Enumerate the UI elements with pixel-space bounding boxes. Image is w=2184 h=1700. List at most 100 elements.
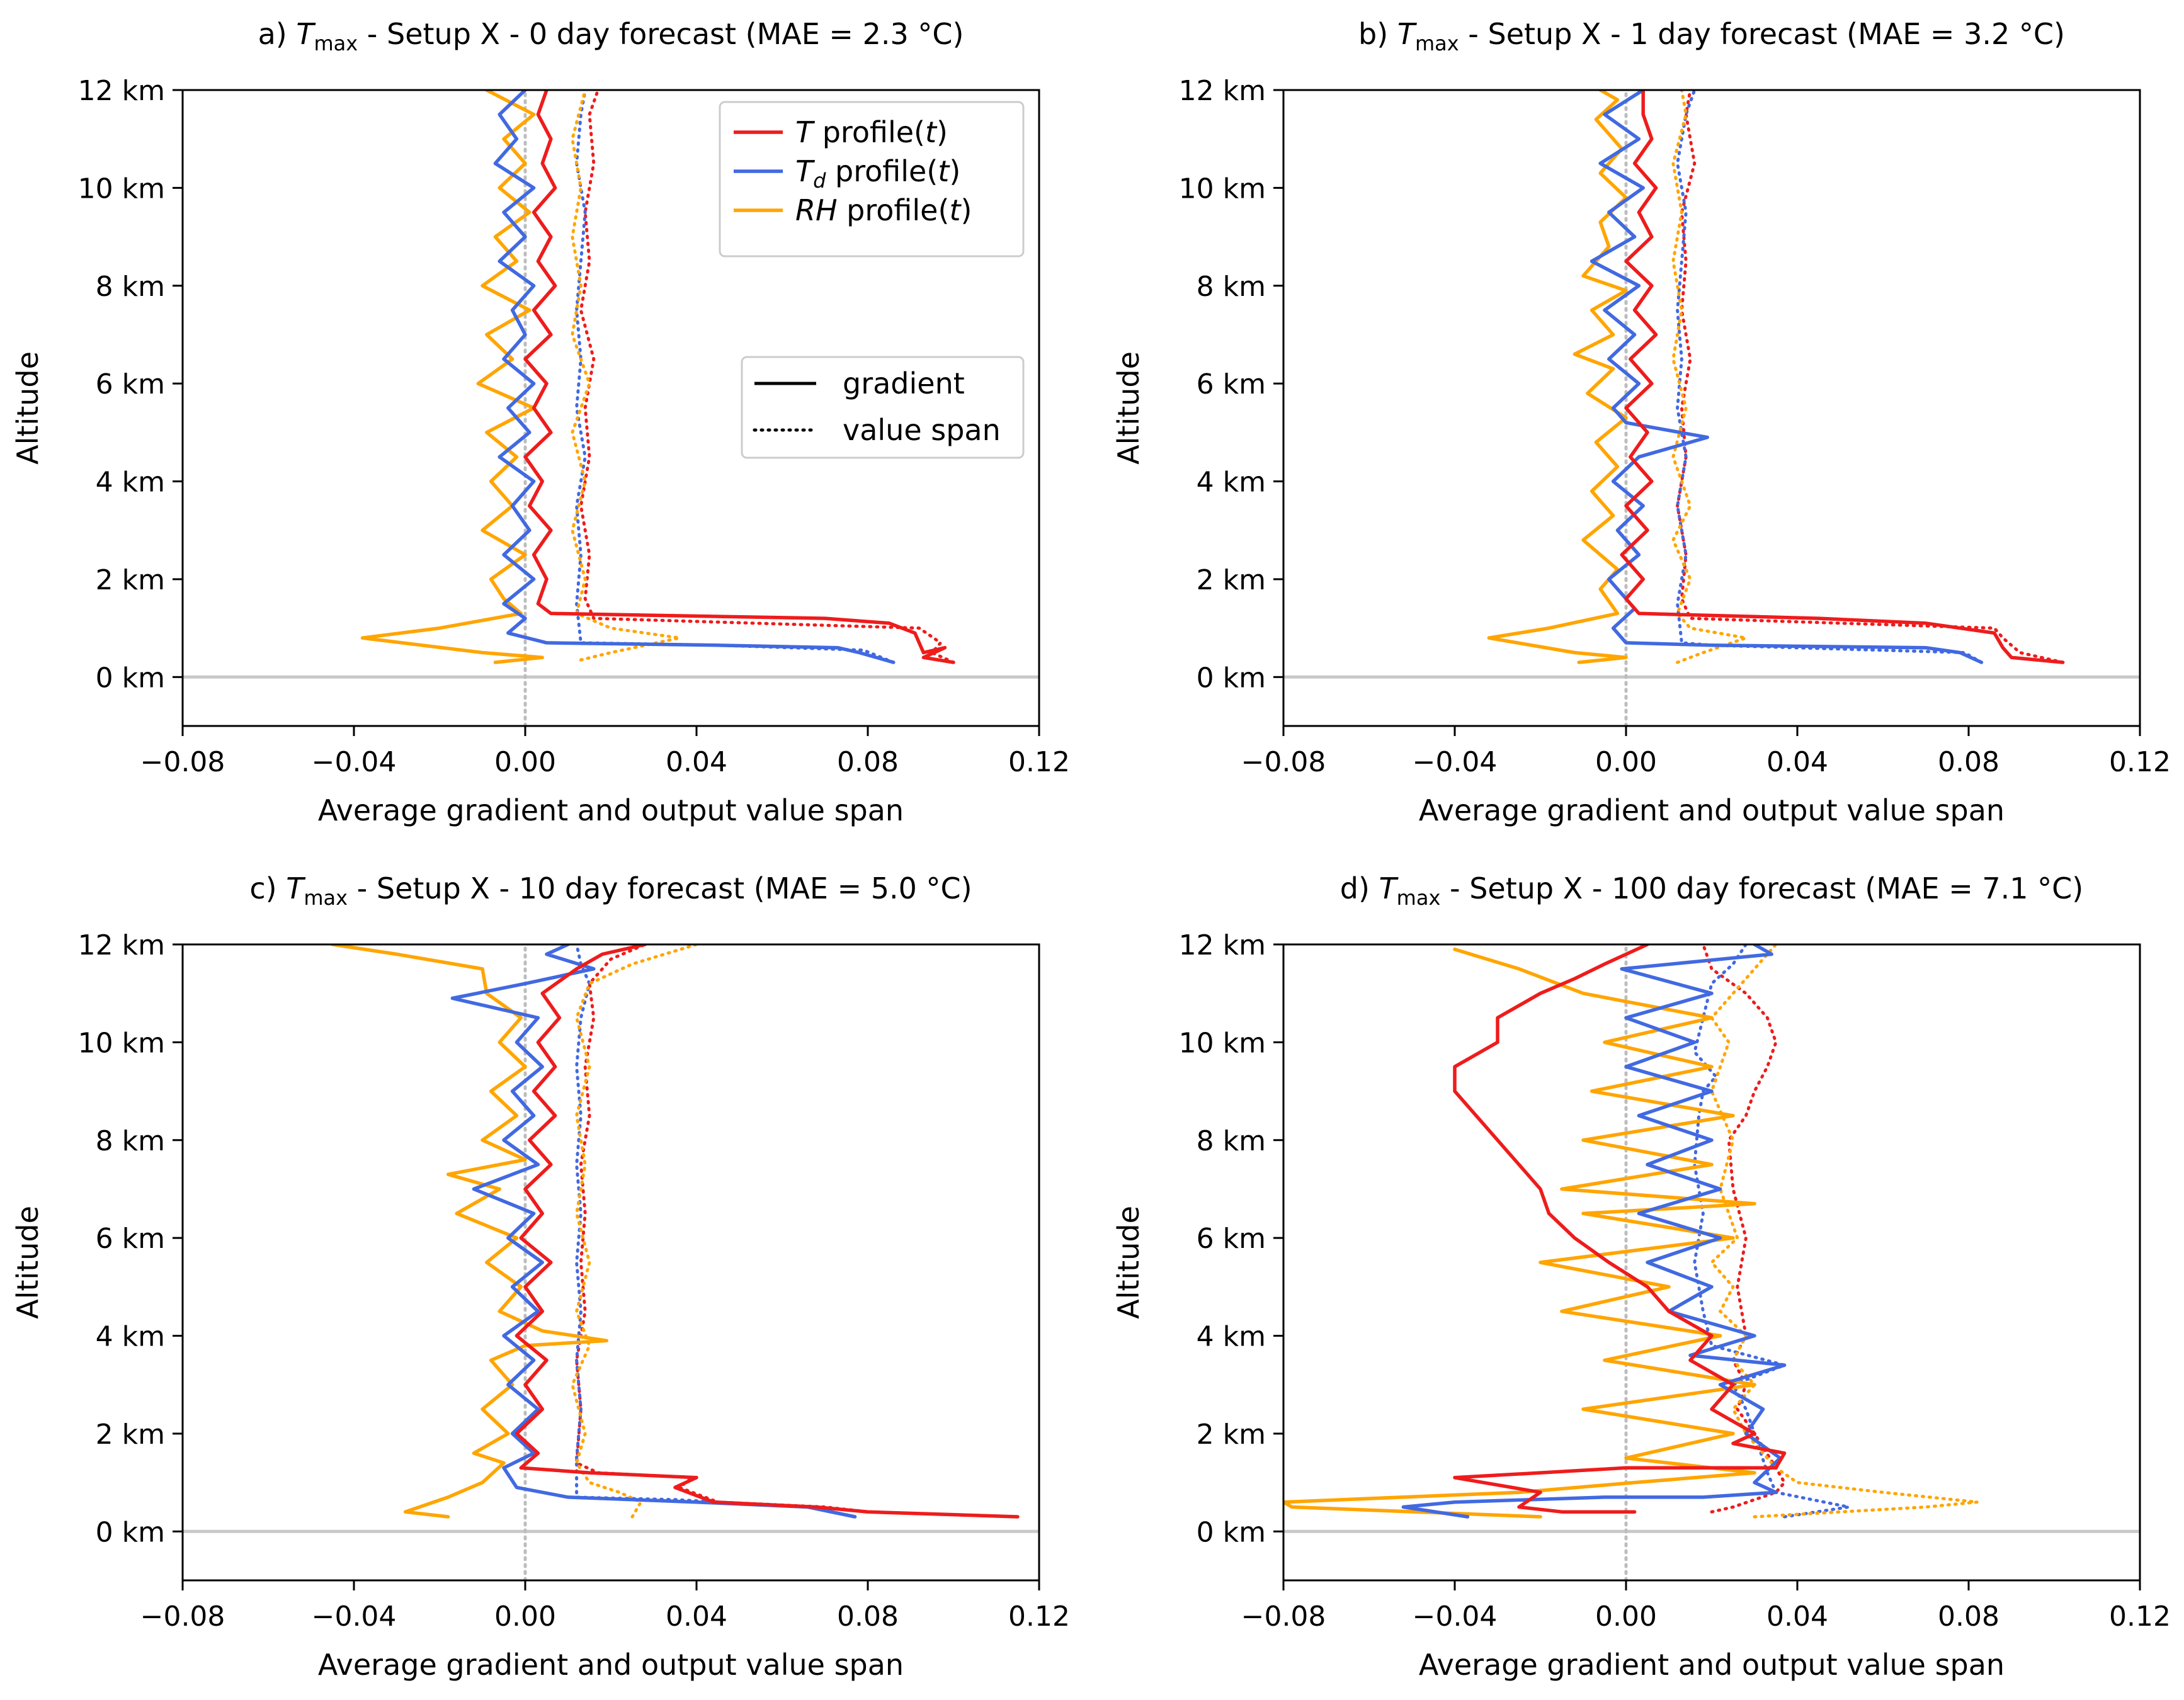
x-axis-label: Average gradient and output value span <box>1419 793 2005 827</box>
axes-frame <box>1282 89 2141 727</box>
series-line-t-gradient <box>515 944 1020 1519</box>
x-tick-label: −0.04 <box>1413 746 1498 778</box>
legend-close: ) <box>949 154 960 188</box>
y-tick-label: 2 km <box>96 1419 165 1451</box>
legend-entry-label: RH profile(t) <box>795 193 972 227</box>
y-tick-label: 12 km <box>1179 75 1266 107</box>
x-tick-label: 0.04 <box>666 746 727 778</box>
y-tick-label: 10 km <box>78 173 165 205</box>
series-line-td-value-span <box>575 90 896 664</box>
series-line-t-value-span <box>579 90 955 664</box>
panel-title: c) Tmax - Setup X - 10 day forecast (MAE… <box>249 871 972 910</box>
y-tick-label: 6 km <box>1197 1223 1266 1255</box>
y-tick-label: 0 km <box>1197 1516 1266 1548</box>
y-tick-label: 6 km <box>96 368 165 400</box>
series-line-td-gradient <box>1401 944 1787 1519</box>
title-variable: T <box>296 17 316 51</box>
title-rest: - Setup X - 100 day forecast (MAE = 7.1 … <box>1440 871 2083 905</box>
legend-entry-label: Td profile(t) <box>795 154 960 193</box>
series-group <box>1487 90 2065 664</box>
series-line-td-value-span <box>1693 944 1851 1519</box>
series-group <box>360 90 955 664</box>
x-tick-label: 0.00 <box>1595 1601 1657 1633</box>
x-tick-label: 0.00 <box>494 1601 556 1633</box>
series-line-t-gradient <box>523 90 955 664</box>
series-line-rh-gradient <box>1487 90 1628 664</box>
title-variable: T <box>1379 871 1399 905</box>
y-tick-label: 2 km <box>1197 564 1266 596</box>
title-prefix: c) <box>249 871 286 905</box>
panel-c: −0.08 −0.04 0.00 0.04 0.08 0.12 0 km 2 km 4 km 6 … <box>11 871 1070 1682</box>
x-tick-label: 0.08 <box>837 1601 899 1633</box>
x-tick-label: −0.04 <box>1413 1601 1498 1633</box>
panel-title: b) Tmax - Setup X - 1 day forecast (MAE … <box>1358 17 2065 55</box>
y-tick-label: 8 km <box>96 271 165 303</box>
plot-area <box>183 944 1039 1580</box>
series-line-rh-value-span <box>571 90 681 662</box>
y-tick-label: 4 km <box>1197 1321 1266 1353</box>
title-subscript: max <box>1397 886 1441 910</box>
y-tick-label: 6 km <box>96 1223 165 1255</box>
title-variable: T <box>1397 17 1418 51</box>
series-group <box>331 944 1020 1519</box>
axes-frame <box>181 89 1040 727</box>
x-axis-label: Average gradient and output value span <box>318 1648 904 1682</box>
title-prefix: d) <box>1340 871 1379 905</box>
y-tick-label: 0 km <box>96 1516 165 1548</box>
title-subscript: max <box>314 31 358 55</box>
legend-var: T <box>795 115 816 149</box>
title-prefix: b) <box>1358 17 1397 51</box>
x-tick-label: −0.08 <box>140 746 225 778</box>
series-line-rh-gradient <box>1283 948 1756 1519</box>
legend-var: T <box>795 154 816 188</box>
x-tick-label: 0.08 <box>837 746 899 778</box>
series-line-td-gradient <box>493 90 896 664</box>
y-tick-label: 0 km <box>1197 662 1266 694</box>
series-line-rh-gradient <box>331 944 608 1519</box>
y-tick-label: 2 km <box>1197 1419 1266 1451</box>
x-tick-label: 0.00 <box>494 746 556 778</box>
y-tick-label: 8 km <box>1197 271 1266 303</box>
series-line-t-gradient <box>1620 90 2065 664</box>
legend-style-label: gradient <box>843 366 965 400</box>
plot-area <box>1283 90 2140 726</box>
series-line-rh-value-span <box>1710 944 1979 1519</box>
legend-var: RH <box>795 193 838 227</box>
x-tick-label: 0.12 <box>2109 746 2171 778</box>
x-tick-label: 0.12 <box>1008 1601 1070 1633</box>
x-tick-label: 0.12 <box>2109 1601 2171 1633</box>
y-tick-label: 8 km <box>96 1125 165 1157</box>
legend-close: ) <box>936 115 948 149</box>
series-line-rh-value-span <box>1671 90 1748 664</box>
y-tick-label: 2 km <box>96 564 165 596</box>
series-line-t-value-span <box>1701 944 1787 1514</box>
y-tick-label: 12 km <box>78 75 165 107</box>
x-tick-label: −0.08 <box>1241 1601 1326 1633</box>
legend-suffix: profile( <box>838 193 950 227</box>
panel-title: a) Tmax - Setup X - 0 day forecast (MAE … <box>258 17 964 55</box>
legend-arg: t <box>949 193 962 227</box>
panel-a: −0.08 −0.04 0.00 0.04 0.08 0.12 0 km 2 km 4 km 6 … <box>11 17 1070 827</box>
panel-b: −0.08 −0.04 0.00 0.04 0.08 0.12 0 km 2 km 4 km 6 … <box>1112 17 2171 827</box>
x-axis-label: Average gradient and output value span <box>318 793 904 827</box>
title-rest: - Setup X - 1 day forecast (MAE = 3.2 °C… <box>1459 17 2065 51</box>
legend: T profile(t)Td profile(t)RH profile(t)gr… <box>719 101 1025 459</box>
x-tick-label: 0.04 <box>1766 746 1828 778</box>
y-axis-label: Altitude <box>11 351 45 465</box>
legend-suffix: profile( <box>813 115 925 149</box>
x-tick-label: −0.04 <box>312 746 397 778</box>
title-subscript: max <box>1415 31 1459 55</box>
y-tick-label: 6 km <box>1197 368 1266 400</box>
title-prefix: a) <box>258 17 297 51</box>
series-line-td-value-span <box>575 944 857 1519</box>
title-rest: - Setup X - 0 day forecast (MAE = 2.3 °C… <box>358 17 964 51</box>
series-line-td-value-span <box>1676 90 1983 664</box>
panel-title: d) Tmax - Setup X - 100 day forecast (MA… <box>1340 871 2083 910</box>
legend-box <box>719 101 1025 258</box>
y-tick-label: 4 km <box>96 1321 165 1353</box>
y-tick-label: 4 km <box>1197 467 1266 499</box>
series-line-t-gradient <box>1453 944 1787 1514</box>
title-variable: T <box>286 871 306 905</box>
y-tick-label: 0 km <box>96 662 165 694</box>
